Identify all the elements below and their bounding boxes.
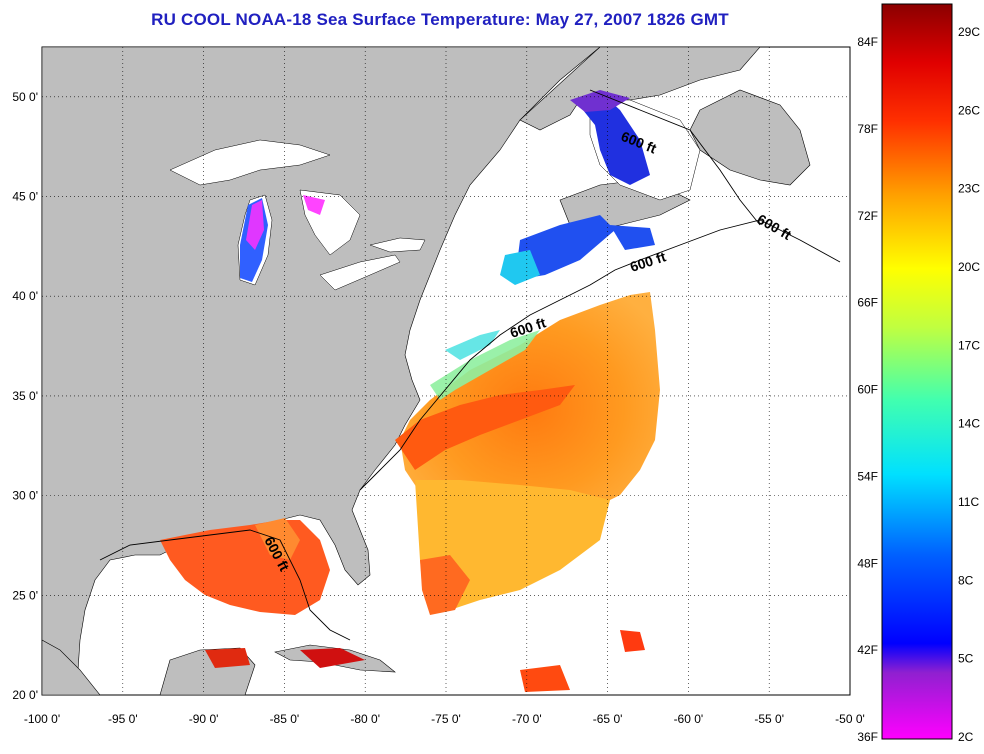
lon-tick-label: -60 0' xyxy=(674,712,704,726)
sst-shelf-cool xyxy=(430,330,540,400)
lon-tick-label: -50 0' xyxy=(835,712,865,726)
colorbar-fahrenheit-label: 36F xyxy=(857,730,878,744)
colorbar-fahrenheit-label: 66F xyxy=(857,296,878,310)
colorbar-fahrenheit-label: 84F xyxy=(857,35,878,49)
lat-tick-label: 25 0' xyxy=(12,588,38,602)
sst-caribbean-a xyxy=(205,648,250,668)
colorbar-celsius-label: 23C xyxy=(958,182,980,196)
colorbar-celsius-label: 20C xyxy=(958,260,980,274)
lat-tick-label: 50 0' xyxy=(12,90,38,104)
colorbar-celsius-label: 2C xyxy=(958,730,974,744)
sst-shelf-cyan xyxy=(445,330,500,360)
land-north-america xyxy=(42,47,601,695)
lake-ontario xyxy=(369,237,426,253)
sst-gulf-stream xyxy=(395,385,575,470)
sst-nova-scotia-blue xyxy=(610,225,655,250)
lat-tick-label: 20 0' xyxy=(12,688,38,702)
sst-st-lawrence-purple xyxy=(570,90,630,112)
sst-st-lawrence xyxy=(575,92,650,185)
colorbar-fahrenheit-label: 60F xyxy=(857,383,878,397)
colorbar-fahrenheit-label: 42F xyxy=(857,643,878,657)
colorbar: 84F 78F 72F 66F 60F 54F 48F 42F 36F 29C 26C 23C 20C… xyxy=(857,3,980,744)
lat-tick-label: 45 0' xyxy=(12,190,38,204)
sst-lake-michigan-cold xyxy=(246,200,264,250)
longitude-labels: -100 0' -95 0' -90 0' -85 0' -80 0' -75 0' -70… xyxy=(24,712,865,726)
lon-tick-label: -85 0' xyxy=(270,712,300,726)
colorbar-celsius-label: 17C xyxy=(958,338,980,352)
lon-tick-label: -75 0' xyxy=(431,712,461,726)
colorbar-celsius-label: 8C xyxy=(958,573,974,587)
colorbar-fahrenheit-label: 48F xyxy=(857,556,878,570)
colorbar-celsius-label: 29C xyxy=(958,25,980,39)
lake-superior xyxy=(169,139,331,186)
lon-tick-label: -95 0' xyxy=(108,712,138,726)
lon-tick-label: -55 0' xyxy=(754,712,784,726)
colorbar-celsius-label: 11C xyxy=(958,495,979,509)
colorbar-fahrenheit-label: 72F xyxy=(857,209,878,223)
sst-caribbean-c xyxy=(620,630,645,652)
lon-tick-label: -90 0' xyxy=(189,712,219,726)
sst-gulf-of-maine-cyan xyxy=(500,250,540,285)
graticule xyxy=(42,47,850,695)
lake-erie xyxy=(319,254,401,291)
colorbar-gradient xyxy=(881,3,953,740)
colorbar-celsius-label: 14C xyxy=(958,417,980,431)
colorbar-celsius-labels: 29C 26C 23C 20C 17C 14C 11C 8C 5C 2C xyxy=(958,25,980,744)
sst-gulf-of-maine xyxy=(515,215,615,280)
sst-huron-cold xyxy=(303,195,325,215)
colorbar-fahrenheit-label: 78F xyxy=(857,122,878,136)
colorbar-celsius-label: 26C xyxy=(958,103,980,117)
sst-south-atlantic-red xyxy=(420,555,470,615)
lon-tick-label: -100 0' xyxy=(24,712,60,726)
map-title: RU COOL NOAA-18 Sea Surface Temperature:… xyxy=(151,10,729,29)
lat-tick-label: 40 0' xyxy=(12,289,38,303)
isobath-atlantic xyxy=(359,219,841,491)
lon-tick-label: -70 0' xyxy=(512,712,542,726)
lon-tick-label: -65 0' xyxy=(593,712,623,726)
land-mexico xyxy=(42,639,101,695)
sst-caribbean-b xyxy=(300,648,365,668)
sst-caribbean-d xyxy=(520,665,570,692)
colorbar-celsius-label: 5C xyxy=(958,652,974,666)
lat-tick-label: 30 0' xyxy=(12,489,38,503)
colorbar-fahrenheit-label: 54F xyxy=(857,469,878,483)
land-newfoundland xyxy=(689,89,811,186)
colorbar-fahrenheit-labels: 84F 78F 72F 66F 60F 54F 48F 42F 36F xyxy=(857,35,878,744)
isobath-gulf xyxy=(99,529,351,641)
lon-tick-label: -80 0' xyxy=(350,712,380,726)
lat-tick-label: 35 0' xyxy=(12,389,38,403)
isobath-labrador xyxy=(589,89,761,226)
latitude-labels: 20 0' 25 0' 30 0' 35 0' 40 0' 45 0' 50 0' xyxy=(12,90,38,702)
